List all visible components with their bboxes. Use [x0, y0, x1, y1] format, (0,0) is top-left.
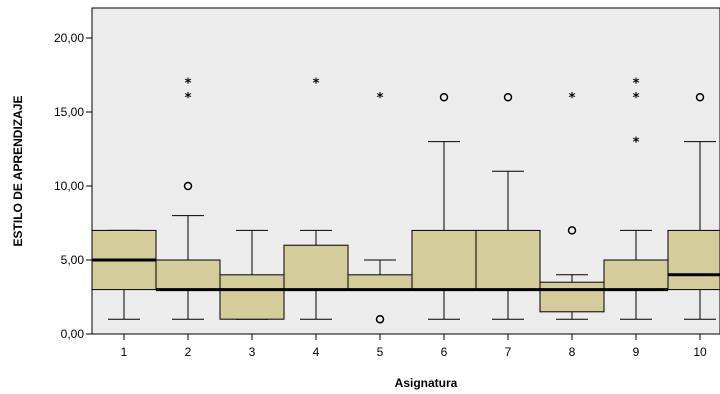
- y-tick-label: 10,00: [54, 179, 84, 193]
- x-tick-label: 2: [185, 345, 192, 359]
- y-tick-label: 5,00: [61, 253, 85, 267]
- outlier-star: *: [633, 91, 640, 106]
- x-tick-label: 6: [441, 345, 448, 359]
- box: [539, 281, 605, 313]
- x-axis-title: Asignatura: [395, 376, 458, 390]
- y-axis: 0,00 5,00 10,00 15,00 20,00: [54, 31, 92, 341]
- x-tick-label: 10: [693, 345, 707, 359]
- x-tick-label: 9: [633, 345, 640, 359]
- box: [155, 259, 221, 291]
- box: [283, 244, 349, 291]
- x-tick-label: 5: [377, 345, 384, 359]
- outlier-circle: [567, 226, 577, 235]
- x-tick-label: 1: [121, 345, 128, 359]
- box-group-4: *: [283, 76, 349, 320]
- x-tick-label: 8: [569, 345, 576, 359]
- x-axis: 1 2 3 4 5 6 7 8 9 10: [121, 334, 707, 359]
- box-group-7: [475, 92, 541, 320]
- x-tick-label: 7: [505, 345, 512, 359]
- y-axis-title: ESTILO DE APRENDIZAJE: [11, 96, 25, 247]
- outlier-star: *: [633, 76, 640, 91]
- outlier-star: *: [633, 136, 640, 151]
- box: [667, 229, 720, 291]
- outlier-circle: [695, 92, 705, 102]
- box-group-9: ***: [603, 76, 669, 320]
- box: [347, 274, 413, 291]
- outlier-star: *: [313, 76, 320, 91]
- box: [475, 229, 541, 291]
- box: [411, 229, 477, 291]
- boxes-layer: ** ** ****: [91, 76, 720, 324]
- outlier-star: *: [185, 91, 192, 106]
- x-tick-label: 4: [313, 345, 320, 359]
- box-group-6: [411, 92, 477, 320]
- box: [219, 274, 285, 320]
- outlier-circle: [503, 92, 513, 102]
- y-tick-label: 0,00: [61, 327, 85, 341]
- box-group-10: [667, 92, 720, 320]
- outlier-circle: [183, 181, 193, 191]
- outlier-star: *: [377, 91, 384, 106]
- box-group-3: [219, 229, 285, 320]
- box-group-2: **: [155, 76, 221, 320]
- y-tick-label: 15,00: [54, 105, 84, 119]
- y-tick-label: 20,00: [54, 31, 84, 45]
- outlier-circle: [439, 92, 449, 102]
- box: [603, 259, 669, 291]
- box-group-8: *: [539, 91, 605, 320]
- outlier-star: *: [569, 91, 576, 106]
- outlier-circle: [375, 314, 385, 324]
- x-tick-label: 3: [249, 345, 256, 359]
- outlier-star: *: [185, 76, 192, 91]
